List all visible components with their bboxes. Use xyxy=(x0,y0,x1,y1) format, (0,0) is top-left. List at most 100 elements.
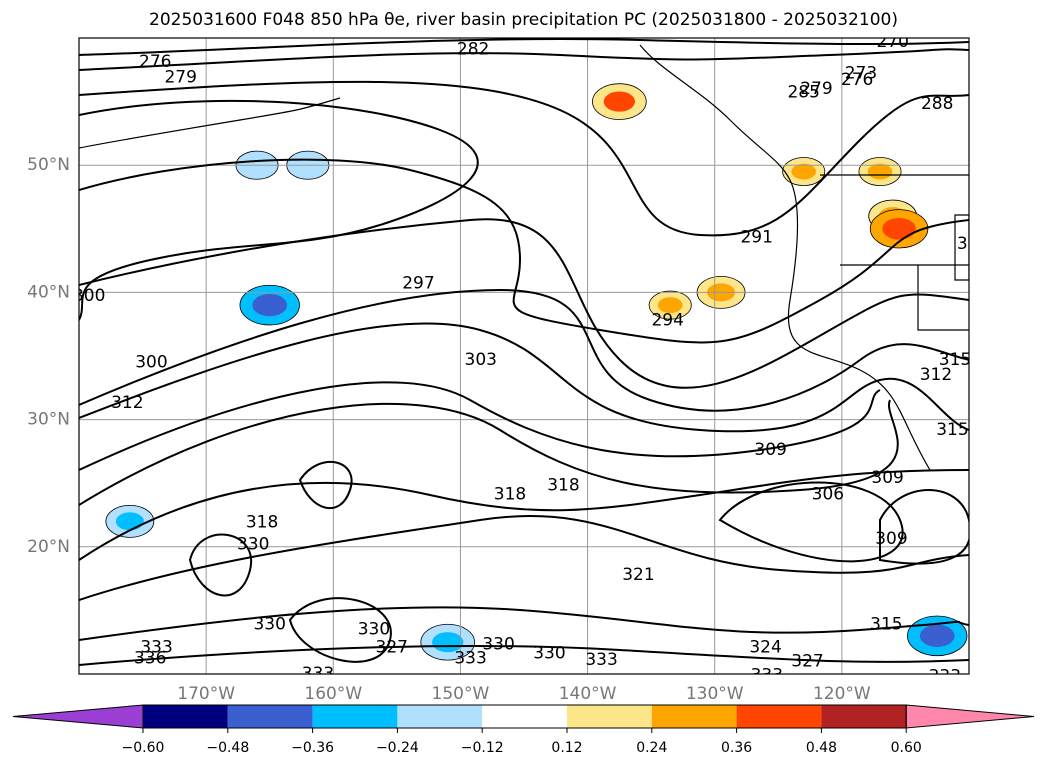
colorbar-segment xyxy=(567,705,652,728)
lon-tick-label: 160°W xyxy=(304,684,362,704)
contour-label: 282 xyxy=(457,39,489,59)
contour-label: 288 xyxy=(921,94,953,114)
contour-label: 273 xyxy=(845,64,877,84)
colorbar-tick-label: 0.60 xyxy=(891,740,922,756)
contour-label: 330 xyxy=(533,644,565,664)
contour-label: 309 xyxy=(871,468,903,488)
contour-label: 300 xyxy=(135,352,167,372)
theta-e-contour xyxy=(79,38,969,56)
colorbar-tick-label: −0.24 xyxy=(376,740,419,756)
precip-patch-core xyxy=(657,297,683,314)
theta-e-contour xyxy=(718,481,904,563)
colorbar-segment xyxy=(397,705,483,728)
precip-patch-core xyxy=(603,91,636,112)
theta-e-contour xyxy=(879,489,969,565)
axes: 20°N 30°N 40°N 50°N 170°W 160°W 150°W 140°W 130°… xyxy=(27,155,871,704)
theta-e-contour xyxy=(79,99,479,321)
contour-label: 330 xyxy=(358,619,390,639)
contour-label: 276 xyxy=(841,70,873,90)
plot-background xyxy=(79,38,969,674)
contour-label: 315 xyxy=(870,614,902,634)
chart-title: 2025031600 F048 850 hPa θe, river basin … xyxy=(149,10,898,30)
lon-tick-label: 120°W xyxy=(813,684,871,704)
colorbar-segment xyxy=(482,705,567,728)
colorbar-tick-label: 0.24 xyxy=(636,740,667,756)
precip-patch-core xyxy=(252,293,288,317)
contour-label: 306 xyxy=(812,485,844,505)
contour-label: 285 xyxy=(0,172,29,192)
theta-e-contour xyxy=(79,469,969,561)
contour-label: 300 xyxy=(73,286,105,306)
contour-label: 285 xyxy=(787,83,819,103)
theta-e-contour xyxy=(288,597,392,663)
colorbar-segment xyxy=(143,705,228,728)
theta-e-contour xyxy=(298,461,353,510)
lat-tick-label: 20°N xyxy=(27,537,70,557)
theta-e-contour xyxy=(79,322,969,433)
contour-label: 330 xyxy=(237,534,269,554)
contour-label: 30 xyxy=(957,234,979,254)
precip-fills xyxy=(105,83,968,661)
lat-tick-label: 40°N xyxy=(27,282,70,302)
contour-label: 333 xyxy=(929,667,961,687)
contour-label: 279 xyxy=(800,79,832,99)
lat-tick-label: 50°N xyxy=(27,155,70,175)
coastline xyxy=(639,44,931,471)
precip-patch-core xyxy=(791,163,817,180)
precip-patch-core xyxy=(867,163,893,180)
contour-label: 279 xyxy=(164,67,196,87)
theta-e-contour xyxy=(79,158,969,344)
gridlines xyxy=(79,38,969,674)
contour-label: 315 xyxy=(939,350,971,370)
contour-label: 333 xyxy=(751,665,783,685)
contour-label: 297 xyxy=(402,273,434,293)
contour-label: 318 xyxy=(494,485,526,505)
contour-label: 312 xyxy=(111,393,143,413)
contour-label: 330 xyxy=(482,635,514,655)
colorbar-segment xyxy=(736,705,822,728)
precip-patch-core xyxy=(882,218,916,240)
contour-label: 309 xyxy=(875,529,907,549)
theta-e-contour xyxy=(79,606,969,641)
colorbar-segment xyxy=(312,705,398,728)
colorbar-segment xyxy=(651,705,737,728)
plot-frame xyxy=(78,37,970,675)
contour-labels: 2762792822852792732762702882853002973033… xyxy=(0,38,979,687)
theta-e-contours xyxy=(79,38,969,666)
theta-e-contour xyxy=(79,218,969,389)
contour-label: 318 xyxy=(547,476,579,496)
theta-e-contour xyxy=(188,533,253,597)
colorbar-extend-low xyxy=(12,704,144,729)
theta-e-contour xyxy=(79,381,881,471)
colorbar-tick-label: −0.60 xyxy=(122,740,165,756)
colorbar-tick-label: −0.48 xyxy=(206,740,249,756)
coastline xyxy=(954,214,969,281)
lon-tick-label: 170°W xyxy=(177,684,235,704)
contour-label: 312 xyxy=(920,365,952,385)
colorbar-tick-label: −0.36 xyxy=(291,740,334,756)
colorbar-extend-high xyxy=(905,704,1035,729)
theta-e-contour xyxy=(79,399,899,506)
theta-e-contour xyxy=(79,80,969,237)
contour-label: 318 xyxy=(246,513,278,533)
colorbar-tick-label: 0.36 xyxy=(721,740,752,756)
contour-label: 333 xyxy=(454,649,486,669)
precip-patch-core xyxy=(115,512,144,531)
contour-label: 309 xyxy=(754,440,786,460)
contour-label: 324 xyxy=(749,637,781,657)
coastlines xyxy=(79,44,969,471)
contour-label: 333 xyxy=(140,637,172,657)
colorbar-tick-label: −0.12 xyxy=(461,740,504,756)
lat-tick-label: 30°N xyxy=(27,410,70,430)
colorbar-frame xyxy=(142,704,907,729)
lon-tick-label: 150°W xyxy=(432,684,490,704)
contour-label: 327 xyxy=(791,651,823,671)
contour-label: 291 xyxy=(740,228,772,248)
contour-label: 315 xyxy=(936,420,968,440)
theta-e-contour xyxy=(79,644,969,666)
lon-tick-label: 140°W xyxy=(559,684,617,704)
contour-label: 333 xyxy=(585,650,617,670)
colorbar: −0.60 −0.48 −0.36 −0.24 −0.12 0.12 0.24 0.36 0.4… xyxy=(12,704,1035,756)
coastline xyxy=(79,97,341,149)
